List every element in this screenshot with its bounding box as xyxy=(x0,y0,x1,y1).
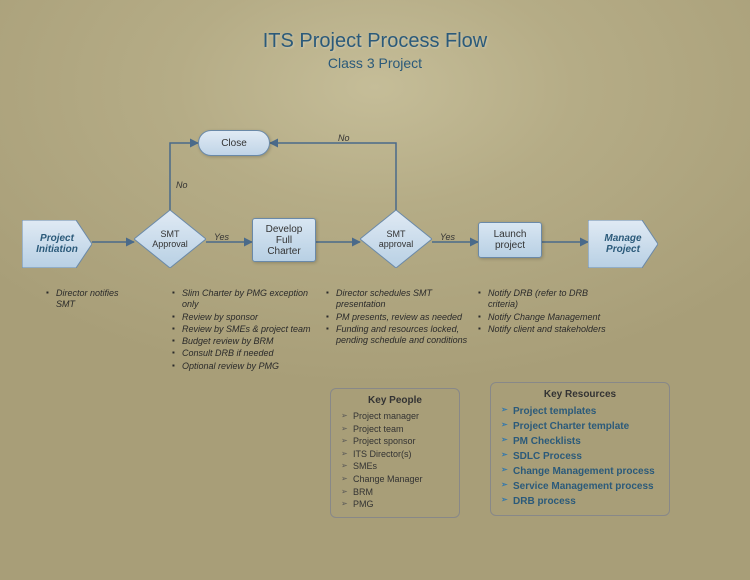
bullet-item: Director notifies SMT xyxy=(46,288,136,311)
key-people-item: PMG xyxy=(341,498,449,511)
key-people-box: Key People Project manager Project team … xyxy=(330,388,460,518)
bullet-item: PM presents, review as needed xyxy=(326,312,476,323)
bullet-item: Notify DRB (refer to DRB criteria) xyxy=(478,288,608,311)
bullet-item: Notify Change Management xyxy=(478,312,608,323)
key-resources-item[interactable]: Change Management process xyxy=(501,464,659,479)
bullet-item: Notify client and stakeholders xyxy=(478,324,608,335)
node-project-initiation-label: ProjectInitiation xyxy=(36,233,78,255)
key-people-item: Project team xyxy=(341,423,449,436)
bullet-item: Director schedules SMT presentation xyxy=(326,288,476,311)
node-close-label: Close xyxy=(221,138,247,149)
bullets-initiation: Director notifies SMT xyxy=(46,288,136,312)
bullet-item: Slim Charter by PMG exception only xyxy=(172,288,322,311)
key-resources-item[interactable]: PM Checklists xyxy=(501,434,659,449)
key-resources-item[interactable]: Project Charter template xyxy=(501,419,659,434)
key-resources-title: Key Resources xyxy=(501,389,659,400)
key-resources-list: Project templates Project Charter templa… xyxy=(501,404,659,509)
key-resources-item[interactable]: DRB process xyxy=(501,494,659,509)
node-project-initiation: ProjectInitiation xyxy=(22,220,92,268)
bullet-item: Funding and resources locked, pending sc… xyxy=(326,324,476,347)
node-close: Close xyxy=(198,130,270,156)
edge-label-yes-2: Yes xyxy=(440,232,455,242)
node-smt-approval-2: SMTapproval xyxy=(360,210,432,268)
edge-smt1-close xyxy=(170,143,198,210)
key-resources-item[interactable]: Service Management process xyxy=(501,479,659,494)
bullets-charter: Slim Charter by PMG exception only Revie… xyxy=(172,288,322,373)
bullet-item: Optional review by PMG xyxy=(172,361,322,372)
bullets-launch: Notify DRB (refer to DRB criteria) Notif… xyxy=(478,288,608,336)
key-people-item: ITS Director(s) xyxy=(341,448,449,461)
key-people-item: Project manager xyxy=(341,410,449,423)
key-people-item: Project sponsor xyxy=(341,435,449,448)
bullet-item: Budget review by BRM xyxy=(172,336,322,347)
key-people-item: Change Manager xyxy=(341,473,449,486)
node-develop-charter-label: Develop Full Charter xyxy=(266,224,303,257)
node-smt-approval-1: SMTApproval xyxy=(134,210,206,268)
bullets-smt2: Director schedules SMT presentation PM p… xyxy=(326,288,476,347)
key-resources-item[interactable]: Project templates xyxy=(501,404,659,419)
bullet-item: Review by SMEs & project team xyxy=(172,324,322,335)
node-smt-approval-1-label: SMTApproval xyxy=(152,229,188,249)
node-develop-charter: Develop Full Charter xyxy=(252,218,316,262)
key-people-item: SMEs xyxy=(341,460,449,473)
key-people-item: BRM xyxy=(341,486,449,499)
edge-label-no-2: No xyxy=(338,133,350,143)
edge-smt2-close xyxy=(270,143,396,210)
edge-label-yes-1: Yes xyxy=(214,232,229,242)
key-people-title: Key People xyxy=(341,395,449,406)
node-manage-project-label: ManageProject xyxy=(604,233,641,255)
key-resources-item[interactable]: SDLC Process xyxy=(501,449,659,464)
key-people-list: Project manager Project team Project spo… xyxy=(341,410,449,511)
node-launch-project-label: Launch project xyxy=(494,229,527,251)
bullet-item: Consult DRB if needed xyxy=(172,348,322,359)
bullet-item: Review by sponsor xyxy=(172,312,322,323)
node-smt-approval-2-label: SMTapproval xyxy=(379,229,414,249)
edge-label-no-1: No xyxy=(176,180,188,190)
node-launch-project: Launch project xyxy=(478,222,542,258)
node-manage-project: ManageProject xyxy=(588,220,658,268)
key-resources-box: Key Resources Project templates Project … xyxy=(490,382,670,516)
